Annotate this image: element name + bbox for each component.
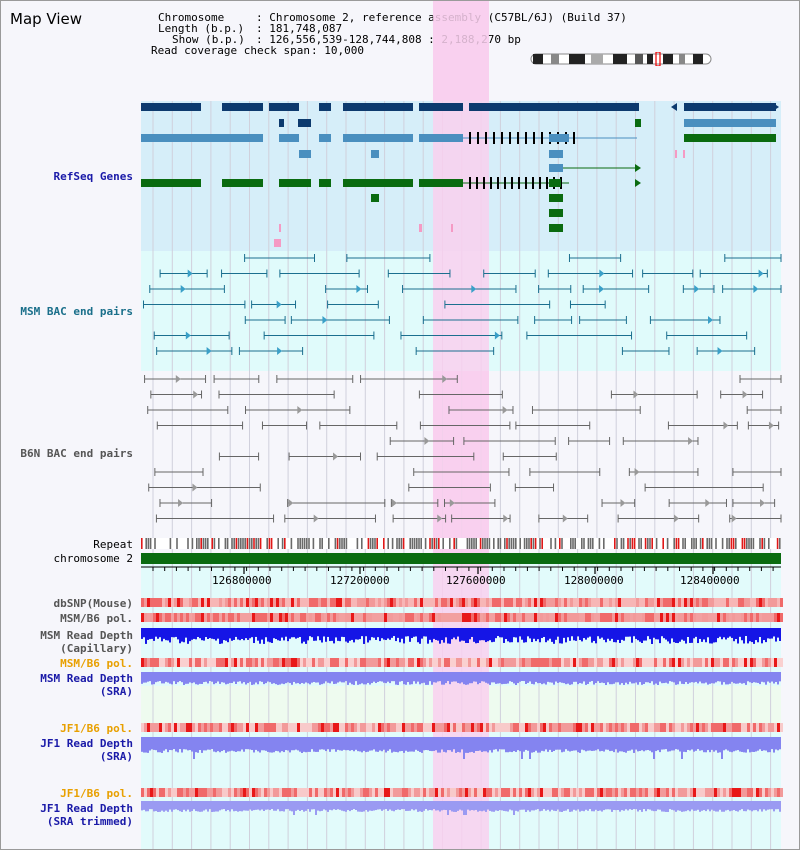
length-value: : 181,748,087 (256, 22, 343, 35)
show-label: Show (b.p.) (172, 33, 245, 46)
track-label-jf1-depth-trimmed[interactable]: JF1 Read Depth (40, 802, 133, 815)
track-label-repeat[interactable]: Repeat (93, 538, 133, 551)
chromosome-bar (141, 553, 781, 564)
coverage-value: : 10,000 (311, 44, 364, 57)
polymorphism-depth-tracks (141, 598, 783, 815)
axis-tick-label: 128400000 (680, 574, 740, 587)
chromosome-label: Chromosome (158, 11, 225, 24)
page-title: Map View (10, 10, 83, 28)
coordinate-axis (141, 566, 781, 574)
track-label-chromosome[interactable]: chromosome 2 (53, 552, 133, 565)
track-label-msm-depth-sra-sub: (SRA) (99, 685, 133, 698)
coverage-label: Read coverage check span (151, 44, 310, 57)
chromosome-ideogram[interactable] (529, 52, 715, 66)
track-label-msm-bac[interactable]: MSM BAC end pairs (20, 305, 133, 318)
track-label-b6n-bac[interactable]: B6N BAC end pairs (20, 447, 133, 460)
msm-bac-end-pairs-track (143, 254, 782, 355)
axis-tick-label: 127200000 (330, 574, 390, 587)
track-label-jf1-depth-trimmed-sub: (SRA trimmed) (46, 815, 133, 828)
track-label-jf1-depth-sra[interactable]: JF1 Read Depth (40, 737, 133, 750)
track-label-jf1-b6-pol-1[interactable]: JF1/B6 pol. (60, 722, 133, 735)
track-label-refseq[interactable]: RefSeq Genes (53, 170, 133, 183)
refseq-genes-track (141, 103, 779, 247)
axis-tick-label: 126800000 (212, 574, 272, 587)
track-label-msm-depth-sra[interactable]: MSM Read Depth (40, 672, 133, 685)
repeat-track (141, 538, 781, 549)
track-label-msm-depth-capillary[interactable]: MSM Read Depth (40, 629, 133, 642)
track-label-msm-b6-pol-1[interactable]: MSM/B6 pol. (60, 612, 133, 625)
length-label: Length (b.p.) (158, 22, 245, 35)
axis-tick-label: 128000000 (564, 574, 624, 587)
track-label-dbsnp[interactable]: dbSNP(Mouse) (53, 597, 133, 610)
track-label-msm-b6-pol-2[interactable]: MSM/B6 pol. (60, 657, 133, 670)
track-label-msm-depth-capillary-sub: (Capillary) (60, 642, 133, 655)
axis-tick-label: 127600000 (446, 574, 506, 587)
track-label-jf1-depth-sra-sub: (SRA) (99, 750, 133, 763)
track-label-jf1-b6-pol-2[interactable]: JF1/B6 pol. (60, 787, 133, 800)
show-value: : 126,556,539-128,744,808 : 2,188,270 bp (256, 33, 521, 46)
b6n-bac-end-pairs-track (144, 375, 782, 523)
